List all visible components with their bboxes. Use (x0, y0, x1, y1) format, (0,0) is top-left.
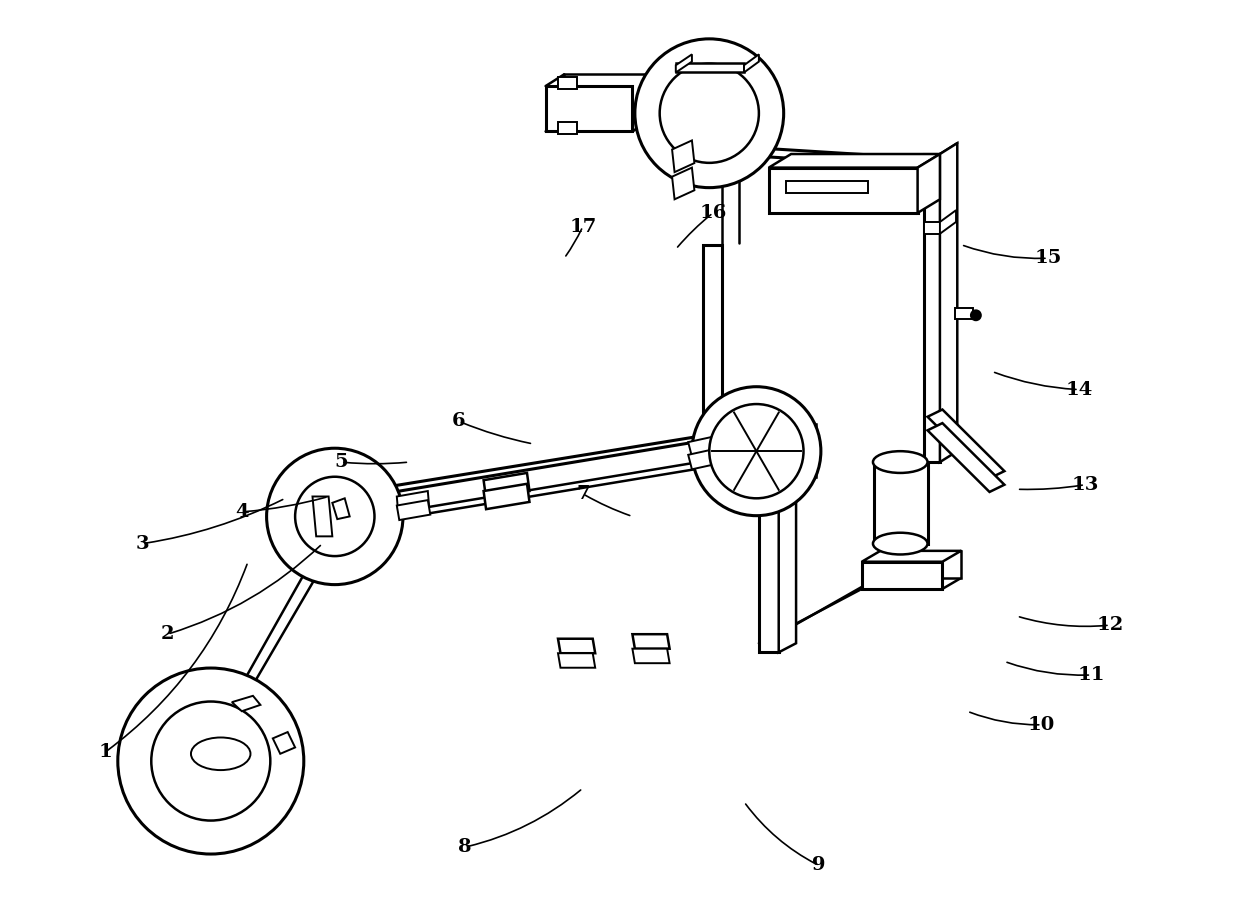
Text: 2: 2 (161, 625, 174, 643)
Polygon shape (928, 423, 1004, 492)
Polygon shape (672, 168, 694, 199)
Polygon shape (232, 562, 325, 702)
Polygon shape (242, 705, 285, 750)
Polygon shape (676, 54, 692, 72)
Circle shape (151, 701, 270, 821)
Polygon shape (688, 437, 717, 457)
Circle shape (118, 668, 304, 854)
Polygon shape (546, 120, 650, 131)
Polygon shape (558, 77, 577, 89)
Polygon shape (484, 473, 529, 498)
Polygon shape (672, 140, 694, 172)
Polygon shape (924, 222, 940, 234)
Polygon shape (880, 551, 961, 578)
Ellipse shape (873, 533, 928, 554)
Polygon shape (862, 551, 961, 562)
Polygon shape (558, 122, 577, 134)
Text: 17: 17 (569, 217, 596, 236)
Polygon shape (312, 496, 332, 536)
Polygon shape (759, 496, 779, 652)
Polygon shape (779, 487, 796, 652)
Polygon shape (329, 424, 775, 503)
Text: 8: 8 (459, 838, 471, 856)
Text: 12: 12 (1096, 616, 1123, 634)
Polygon shape (940, 143, 957, 462)
Text: 7: 7 (577, 485, 589, 503)
Circle shape (295, 477, 374, 556)
Text: 9: 9 (812, 856, 825, 874)
Text: 13: 13 (1071, 476, 1099, 494)
Circle shape (971, 311, 981, 320)
Polygon shape (632, 649, 670, 663)
Ellipse shape (873, 451, 928, 473)
Polygon shape (701, 424, 816, 435)
Polygon shape (940, 210, 956, 234)
Polygon shape (332, 498, 350, 519)
Polygon shape (786, 181, 868, 193)
Polygon shape (546, 86, 632, 131)
Circle shape (635, 39, 784, 188)
Polygon shape (918, 154, 940, 213)
Polygon shape (928, 410, 1004, 478)
Text: 4: 4 (236, 503, 248, 521)
Circle shape (692, 387, 821, 516)
Polygon shape (273, 732, 295, 754)
Polygon shape (744, 54, 759, 72)
Polygon shape (924, 154, 940, 462)
Polygon shape (329, 449, 775, 530)
Polygon shape (397, 500, 430, 520)
Circle shape (709, 404, 804, 498)
Text: 1: 1 (98, 743, 113, 761)
Polygon shape (484, 484, 529, 509)
Polygon shape (769, 168, 918, 213)
Circle shape (267, 448, 403, 584)
Text: 5: 5 (335, 453, 347, 471)
Text: 10: 10 (1028, 716, 1055, 734)
Circle shape (660, 63, 759, 163)
Polygon shape (703, 245, 722, 424)
Text: 3: 3 (136, 535, 149, 553)
Polygon shape (558, 653, 595, 668)
Polygon shape (564, 74, 650, 120)
Polygon shape (558, 639, 595, 653)
Polygon shape (722, 147, 928, 166)
Text: 16: 16 (699, 204, 727, 222)
Text: 6: 6 (453, 412, 465, 430)
Polygon shape (688, 449, 717, 469)
Polygon shape (769, 154, 940, 168)
Polygon shape (874, 462, 928, 544)
Polygon shape (676, 63, 744, 72)
Polygon shape (701, 467, 816, 477)
Polygon shape (632, 634, 670, 649)
Polygon shape (955, 308, 973, 319)
Text: 14: 14 (1065, 381, 1092, 399)
Polygon shape (232, 696, 260, 711)
Polygon shape (397, 491, 429, 511)
Polygon shape (862, 562, 942, 589)
Text: 11: 11 (1078, 666, 1105, 684)
Ellipse shape (191, 737, 250, 770)
Text: 15: 15 (1034, 249, 1061, 267)
